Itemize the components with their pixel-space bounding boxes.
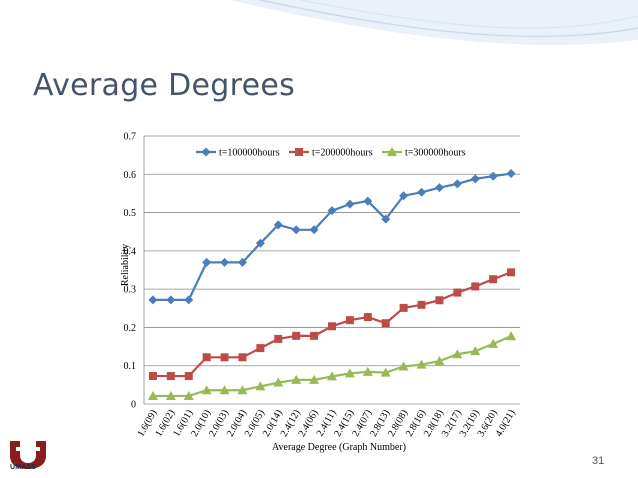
data-point <box>201 385 212 395</box>
data-point <box>309 225 319 235</box>
data-point <box>453 288 462 297</box>
legend-entry: t=100000hours <box>196 147 280 159</box>
y-axis-title: Reliability <box>120 244 131 286</box>
data-point <box>291 374 302 384</box>
data-point <box>416 359 427 369</box>
data-point <box>148 295 158 305</box>
data-point <box>255 381 266 391</box>
data-point <box>292 331 301 340</box>
data-point <box>202 353 211 362</box>
x-tick-labels: 1.6(09)1.6(02)1.6(01)2.0(10)2.0(03)2.0(0… <box>135 408 517 439</box>
data-point <box>310 331 319 340</box>
data-point <box>165 390 176 400</box>
data-point <box>507 268 516 277</box>
y-tick-label: 0.7 <box>124 132 137 143</box>
y-tick-label: 0.1 <box>124 361 137 372</box>
legend-entry: t=200000hours <box>289 148 373 159</box>
data-point <box>273 377 284 387</box>
data-point <box>506 331 517 341</box>
data-point <box>452 179 462 189</box>
series-lines <box>147 169 517 400</box>
data-point <box>345 316 354 325</box>
data-point <box>399 191 409 201</box>
x-axis-title: Average Degree (Graph Number) <box>272 442 406 453</box>
y-tick-label: 0.4 <box>124 246 137 257</box>
y-tick-label: 0.2 <box>124 323 137 334</box>
legend-entry: t=300000hours <box>382 147 466 159</box>
data-point <box>417 187 427 197</box>
logo-text: UMASS <box>10 464 37 471</box>
data-point <box>147 390 158 400</box>
y-tick-label: 0.3 <box>124 285 137 296</box>
data-point <box>398 361 409 371</box>
data-point <box>274 334 283 343</box>
data-point <box>488 338 499 348</box>
y-tick-label: 0.5 <box>124 208 137 219</box>
data-point <box>327 206 337 216</box>
data-point <box>506 169 516 179</box>
legend-marker <box>295 148 303 156</box>
data-point <box>488 171 498 181</box>
legend-marker <box>387 147 397 156</box>
data-point <box>237 385 248 395</box>
data-point <box>256 344 265 353</box>
data-point <box>184 295 194 305</box>
data-point <box>489 275 498 284</box>
slide-title: Average Degrees <box>33 68 296 103</box>
y-tick-labels: 0 0.1 0.2 0.3 0.4 0.5 0.6 0.7 <box>124 132 137 411</box>
data-point <box>470 174 480 184</box>
series-line <box>152 172 512 301</box>
data-point <box>327 371 337 381</box>
legend-label: t=100000hours <box>219 148 280 159</box>
data-point <box>148 372 157 381</box>
data-point <box>381 214 391 224</box>
series-1 <box>148 169 516 305</box>
data-point <box>362 366 373 376</box>
data-point <box>184 372 193 381</box>
data-point <box>238 353 247 362</box>
data-point <box>434 356 445 366</box>
page-number: 31 <box>592 455 605 467</box>
legend-marker <box>201 147 211 157</box>
data-point <box>380 367 391 377</box>
legend: t=100000hours t=200000hours t=300000hours <box>196 147 466 159</box>
data-point <box>363 313 372 322</box>
data-point <box>255 238 265 248</box>
data-point <box>471 282 480 291</box>
data-point <box>237 257 247 267</box>
data-point <box>470 346 481 356</box>
umass-logo <box>10 441 46 469</box>
data-point <box>220 353 229 362</box>
y-tick-label: 0 <box>131 400 136 411</box>
y-tick-label: 0.6 <box>124 170 137 181</box>
data-point <box>166 295 176 305</box>
series-3 <box>147 331 517 400</box>
data-point <box>291 225 301 235</box>
data-point <box>345 199 355 209</box>
data-point <box>434 183 444 193</box>
data-point <box>183 390 194 400</box>
data-point <box>220 257 230 267</box>
data-point <box>273 220 283 230</box>
legend-label: t=200000hours <box>312 148 373 159</box>
data-point <box>363 196 373 206</box>
header-decoration <box>230 0 638 46</box>
data-point <box>344 368 355 378</box>
data-point <box>452 349 463 359</box>
data-point <box>309 374 320 384</box>
data-point <box>381 319 390 328</box>
data-point <box>399 303 408 312</box>
legend-label: t=300000hours <box>405 148 466 159</box>
data-point <box>417 300 426 309</box>
series-2 <box>148 268 516 381</box>
data-point <box>202 257 212 267</box>
data-point <box>328 322 336 331</box>
data-point <box>435 296 444 305</box>
data-point <box>219 385 230 395</box>
data-point <box>166 372 175 381</box>
